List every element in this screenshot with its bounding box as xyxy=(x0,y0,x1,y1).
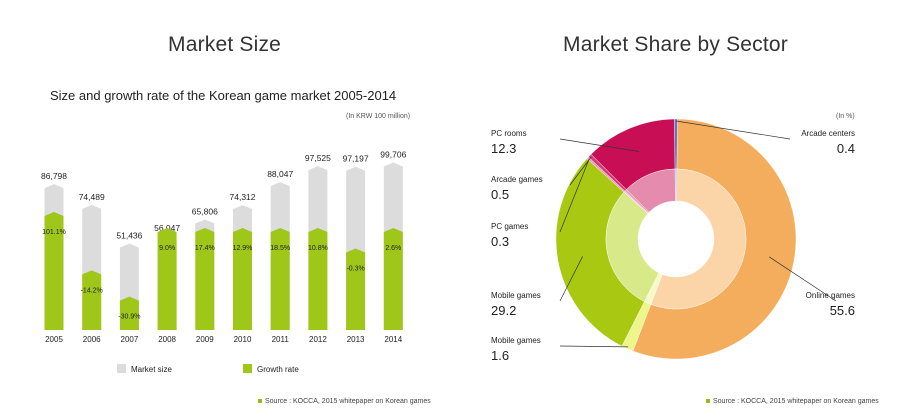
market-size-label-2014: 99,706 xyxy=(380,149,406,159)
growth-rate-label-2009: 17.4% xyxy=(195,245,215,252)
slice-label-0: Online games xyxy=(806,291,855,300)
market-size-title: Market Size xyxy=(168,33,282,56)
slice-label-3: PC games xyxy=(491,222,528,231)
market-size-label-2013: 97,197 xyxy=(343,154,369,164)
slice-value-5: 12.3 xyxy=(491,141,516,156)
legend-label-market-size: Market size xyxy=(131,365,172,374)
growth-rate-bar-2007 xyxy=(119,296,139,330)
market-size-label-2007: 51,436 xyxy=(116,231,142,241)
growth-rate-label-2013: -0.3% xyxy=(346,265,364,272)
growth-rate-bar-2011 xyxy=(270,228,290,330)
slice-label-4: Arcade games xyxy=(491,175,543,184)
x-tick-2014: 2014 xyxy=(384,335,402,344)
market-size-label-2005: 86,798 xyxy=(41,171,67,181)
growth-rate-bar-2012 xyxy=(308,228,328,330)
slice-value-2: 29.2 xyxy=(491,303,516,318)
donut-chart-unit: (In %) xyxy=(836,113,855,120)
market-share-title: Market Share by Sector xyxy=(563,33,788,56)
slice-value-4: 0.5 xyxy=(491,187,509,202)
x-tick-2009: 2009 xyxy=(196,335,214,344)
market-size-label-2008: 56,047 xyxy=(154,223,180,233)
leader-line-4 xyxy=(569,156,592,186)
slice-value-0: 55.6 xyxy=(830,303,855,318)
growth-rate-label-2007: -30.9% xyxy=(118,314,140,321)
slice-label-5: PC rooms xyxy=(491,129,527,138)
right-source-note: Source : KOCCA, 2015 whitepaper on Korea… xyxy=(706,398,879,405)
growth-rate-label-2008: 9.0% xyxy=(159,245,175,252)
growth-rate-bar-2008 xyxy=(157,228,177,330)
growth-rate-bar-2006 xyxy=(82,270,102,330)
x-tick-2010: 2010 xyxy=(234,335,252,344)
legend-swatch-growth-rate xyxy=(243,364,252,373)
x-tick-2006: 2006 xyxy=(83,335,101,344)
x-tick-2005: 2005 xyxy=(45,335,63,344)
leader-line-6 xyxy=(675,120,791,140)
growth-rate-label-2010: 12.9% xyxy=(233,245,253,252)
x-tick-2013: 2013 xyxy=(347,335,365,344)
slice-value-1: 1.6 xyxy=(491,348,509,363)
source-bullet-icon xyxy=(258,399,262,404)
slice-label-2: Mobile games xyxy=(491,291,541,300)
legend-label-growth-rate: Growth rate xyxy=(257,365,299,374)
growth-rate-label-2014: 2.6% xyxy=(385,245,401,252)
slice-label-6: Arcade centers xyxy=(801,129,855,138)
legend-swatch-market-size xyxy=(117,364,126,373)
slice-value-6: 0.4 xyxy=(837,141,855,156)
market-size-label-2006: 74,489 xyxy=(79,192,105,202)
slice-value-3: 0.3 xyxy=(491,234,509,249)
x-tick-2007: 2007 xyxy=(121,335,139,344)
growth-rate-label-2012: 10.8% xyxy=(308,245,328,252)
market-size-label-2009: 65,806 xyxy=(192,206,218,216)
growth-rate-bar-2005 xyxy=(44,212,64,330)
x-tick-2011: 2011 xyxy=(272,335,290,344)
bar-chart-subtitle: Size and growth rate of the Korean game … xyxy=(50,88,397,103)
growth-rate-bar-2009 xyxy=(195,228,215,330)
growth-rate-bar-2014 xyxy=(383,228,403,330)
leader-line-3 xyxy=(559,159,590,233)
growth-rate-label-2011: 18.5% xyxy=(270,245,290,252)
x-tick-2008: 2008 xyxy=(158,335,176,344)
slice-label-1: Mobile games xyxy=(491,336,541,345)
leader-line-0 xyxy=(769,256,837,302)
donut-inner-ring-arcade-centers xyxy=(674,168,678,202)
x-tick-2012: 2012 xyxy=(309,335,327,344)
market-size-label-2010: 74,312 xyxy=(230,192,256,202)
growth-rate-label-2006: -14.2% xyxy=(81,287,103,294)
leader-line-1 xyxy=(559,345,629,348)
leader-line-2 xyxy=(559,256,583,302)
market-size-label-2011: 88,047 xyxy=(267,169,293,179)
left-source-note: Source : KOCCA, 2015 whitepaper on Korea… xyxy=(258,398,431,405)
left-source-text: Source : KOCCA, 2015 whitepaper on Korea… xyxy=(265,398,431,405)
donut-slice-arcade-centers xyxy=(674,118,678,170)
growth-rate-bar-2010 xyxy=(233,228,252,330)
source-bullet-icon xyxy=(706,399,710,404)
bar-chart-unit: (In KRW 100 million) xyxy=(346,113,411,120)
market-size-label-2012: 97,525 xyxy=(305,153,331,163)
right-source-text: Source : KOCCA, 2015 whitepaper on Korea… xyxy=(713,398,879,405)
growth-rate-bar-2013 xyxy=(346,248,366,330)
leader-line-5 xyxy=(559,138,640,152)
growth-rate-label-2005: 101.1% xyxy=(42,229,66,236)
